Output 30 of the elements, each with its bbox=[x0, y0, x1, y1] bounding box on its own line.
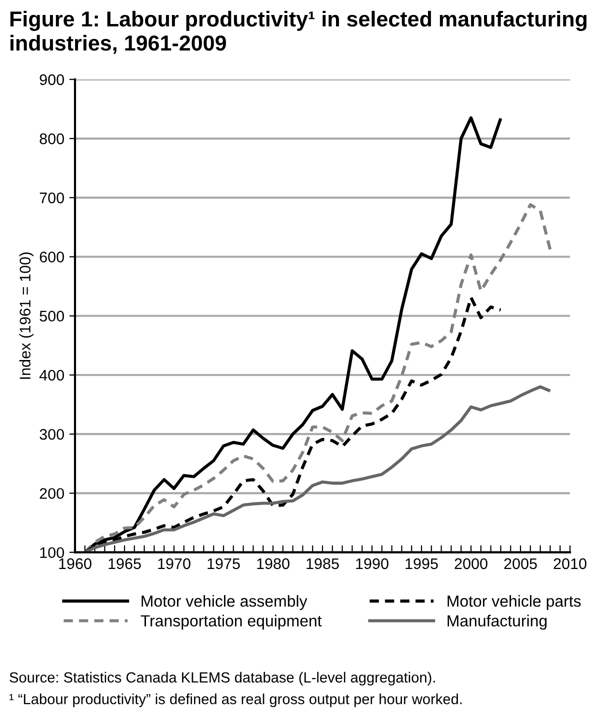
y-axis-title: Index (1961 = 100) bbox=[19, 252, 34, 379]
x-tick-label: 1960 bbox=[59, 558, 92, 570]
y-tick-label: 800 bbox=[40, 133, 64, 144]
y-tick-label: 300 bbox=[40, 428, 64, 440]
y-tick-label: 600 bbox=[40, 252, 64, 262]
x-tick-label: 2000 bbox=[454, 558, 488, 570]
x-tick-label: 1965 bbox=[108, 558, 141, 570]
x-tick-label: 1985 bbox=[306, 558, 339, 570]
y-tick-label: 900 bbox=[40, 74, 64, 86]
y-tick-label: 400 bbox=[39, 370, 64, 381]
legend-label: Motor vehicle parts bbox=[448, 595, 581, 610]
x-tick-label: 1975 bbox=[208, 558, 240, 570]
x-tick-label: 1970 bbox=[158, 558, 190, 570]
chart-title: Figure 1: Labour productivity¹ in selected manufacturing industries, 1961-2009 bbox=[10, 10, 586, 54]
x-tick-label: 1980 bbox=[257, 558, 290, 570]
x-tick-label: 2010 bbox=[554, 558, 586, 570]
x-tick-label: 1995 bbox=[406, 558, 438, 570]
y-tick-label: 200 bbox=[40, 488, 64, 499]
line-series bbox=[83, 385, 552, 552]
legend-label: Transportation equipment bbox=[140, 614, 322, 630]
legend-label: Motor vehicle assembly bbox=[142, 595, 308, 610]
x-tick-label: 1990 bbox=[356, 558, 388, 570]
source-note: Source: Statistics Canada KLEMS database (L-level aggregation). bbox=[10, 672, 435, 686]
y-tick-label: 500 bbox=[40, 310, 64, 322]
x-tick-label: 2005 bbox=[504, 558, 537, 570]
text: ¹ “Labour productivity” is defined as real gross output per hour worked. bbox=[10, 694, 462, 708]
line-series bbox=[83, 203, 552, 552]
y-tick-label: 700 bbox=[40, 192, 64, 204]
legend-label: Manufacturing bbox=[448, 614, 547, 630]
y-tick-label: 100 bbox=[40, 547, 64, 558]
